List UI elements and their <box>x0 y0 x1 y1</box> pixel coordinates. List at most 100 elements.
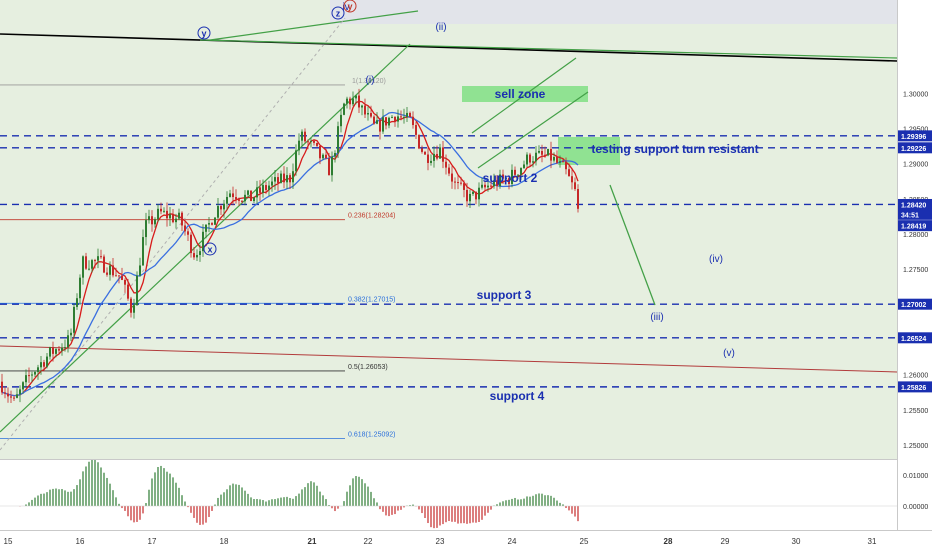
rising-support-green <box>0 43 411 433</box>
candle-body <box>337 126 339 154</box>
candle-body <box>220 206 222 210</box>
candle-body <box>544 154 546 156</box>
fib-label-2: 0.5(1.26053) <box>348 364 388 371</box>
levels-layer <box>0 84 897 439</box>
candle-body <box>61 347 63 351</box>
candle-body <box>193 253 195 258</box>
candle-body <box>295 150 297 172</box>
candle-body <box>160 208 162 212</box>
y-tick-4: 1.28000 <box>903 232 928 239</box>
candle-body <box>289 175 291 183</box>
candle-body <box>517 174 519 176</box>
candle-body <box>358 95 360 108</box>
wave-circle-7 <box>203 242 217 256</box>
candle-body <box>310 140 312 142</box>
candle-body <box>475 191 477 200</box>
candle-body <box>499 174 501 187</box>
candle-body <box>37 367 39 372</box>
candle-body <box>25 375 27 383</box>
wave-label-9: y <box>347 2 352 12</box>
candle-body <box>439 147 441 159</box>
candle-body <box>496 180 498 187</box>
wave-label-7: x <box>207 245 212 255</box>
candle-body <box>394 116 396 122</box>
price-badge-bg-7 <box>898 381 932 393</box>
x-tick-8: 25 <box>580 537 589 546</box>
y-tick-2: 1.29000 <box>903 162 928 169</box>
candle-body <box>157 208 159 220</box>
candle-body <box>364 105 366 115</box>
candle-body <box>100 256 102 258</box>
x-tick-11: 30 <box>792 537 801 546</box>
candle-body <box>391 116 393 118</box>
fib-label-3: 0.618(1.25092) <box>348 431 395 438</box>
candle-body <box>325 154 327 159</box>
candle-body <box>547 149 549 156</box>
candle-body <box>451 173 453 182</box>
candle-body <box>268 185 270 190</box>
candle-body <box>304 131 306 142</box>
candle-body <box>397 116 399 122</box>
channel-lower <box>477 91 589 169</box>
candle-body <box>229 193 231 197</box>
candle-body <box>559 161 561 163</box>
candle-body <box>529 154 531 163</box>
candle-body <box>463 183 465 190</box>
candle-body <box>178 212 180 219</box>
candle-body <box>253 197 255 202</box>
candle-body <box>190 234 192 254</box>
candle-body <box>568 169 570 177</box>
candle-body <box>484 184 486 188</box>
candle-body <box>277 177 279 183</box>
candle-body <box>43 362 45 367</box>
candle-body <box>574 182 576 190</box>
candle-body <box>274 177 276 182</box>
candle-body <box>1 381 3 393</box>
candle-body <box>388 117 390 126</box>
candle-body <box>46 356 48 367</box>
candle-body <box>259 187 261 193</box>
candle-body <box>457 182 459 184</box>
candle-body <box>163 210 165 212</box>
wave-y-connector <box>209 10 419 41</box>
x-tick-5: 22 <box>364 537 373 546</box>
candle-body <box>508 178 510 185</box>
candle-body <box>244 194 246 202</box>
x-tick-12: 31 <box>868 537 877 546</box>
wave-circle-6 <box>197 26 211 40</box>
candle-body <box>334 153 336 157</box>
candle-body <box>538 150 540 153</box>
candle-body <box>13 397 15 399</box>
candle-body <box>34 371 36 375</box>
price-badge-bg-2 <box>898 198 932 210</box>
candle-body <box>382 117 384 132</box>
candle-body <box>376 120 378 124</box>
candle-body <box>553 156 555 161</box>
wave-label-3: (iv) <box>709 254 723 265</box>
candle-body <box>409 112 411 117</box>
annotation-4: support 4 <box>490 389 545 403</box>
candle-body <box>223 203 225 210</box>
annotation-0: sell zone <box>495 87 546 101</box>
candle-body <box>70 332 72 336</box>
candle-body <box>340 114 342 127</box>
main-panel-bg <box>0 0 897 459</box>
wave-label-2: (iii) <box>650 312 663 323</box>
candle-body <box>355 95 357 99</box>
candle-body <box>478 187 480 200</box>
candle-body <box>421 148 423 152</box>
fib-diagonal <box>0 17 346 451</box>
candle-body <box>412 116 414 126</box>
candle-body <box>565 161 567 170</box>
candle-body <box>247 190 249 195</box>
candle-body <box>79 277 81 299</box>
channel-upper <box>471 57 577 134</box>
candle-body <box>577 189 579 209</box>
candle-body <box>22 382 24 390</box>
x-tick-1: 16 <box>76 537 85 546</box>
wave-label-0: (ii) <box>435 22 446 33</box>
x-tick-9: 28 <box>664 537 673 546</box>
candle-body <box>373 116 375 124</box>
price-badge-bg-4 <box>898 220 932 232</box>
